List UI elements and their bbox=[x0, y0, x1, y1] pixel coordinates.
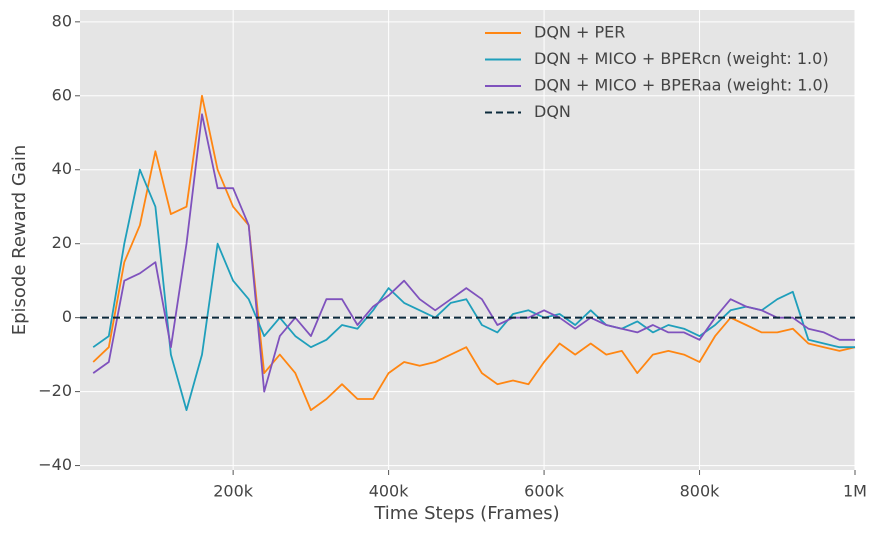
y-tick-label: −20 bbox=[38, 381, 72, 400]
y-tick-label: 0 bbox=[62, 307, 72, 326]
series-line bbox=[92, 113, 855, 393]
x-tick-label: 400k bbox=[369, 482, 410, 501]
x-tick-label: 200k bbox=[213, 482, 254, 501]
legend-label: DQN bbox=[534, 102, 571, 121]
x-axis-label: Time Steps (Frames) bbox=[373, 503, 559, 524]
x-tick-label: 600k bbox=[524, 482, 565, 501]
series-line bbox=[92, 94, 856, 411]
legend-label: DQN + PER bbox=[534, 23, 625, 42]
y-tick-label: −40 bbox=[38, 455, 72, 474]
y-tick-label: 40 bbox=[52, 159, 72, 178]
x-tick-label: 800k bbox=[680, 482, 721, 501]
y-tick-label: 20 bbox=[52, 233, 72, 252]
y-tick-label: 60 bbox=[52, 85, 72, 104]
legend-label: DQN + MICO + BPERcn (weight: 1.0) bbox=[534, 49, 829, 68]
x-tick-label: 1M bbox=[843, 482, 867, 501]
y-axis-label: Episode Reward Gain bbox=[9, 145, 30, 336]
legend-label: DQN + MICO + BPERaa (weight: 1.0) bbox=[534, 76, 829, 95]
plot-background bbox=[80, 10, 855, 470]
series-line bbox=[92, 168, 855, 411]
y-tick-label: 80 bbox=[52, 11, 72, 30]
